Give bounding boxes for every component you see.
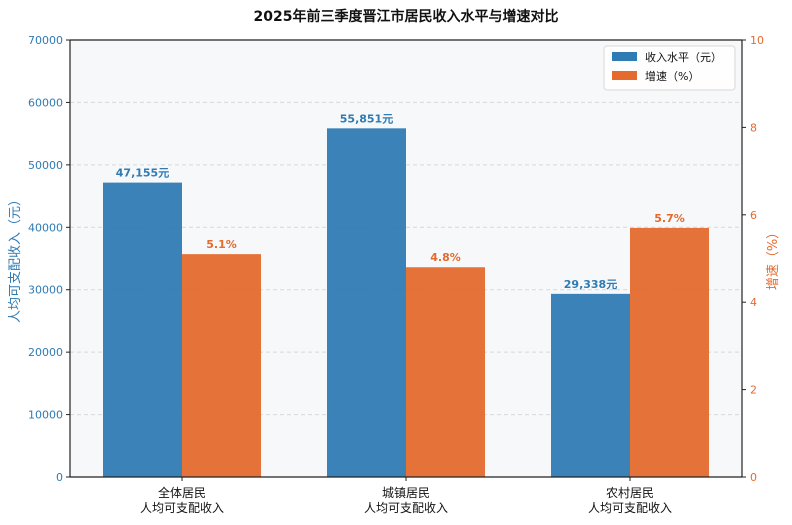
legend-label-growth: 增速（%） [645,69,699,83]
x-tick-label: 人均可支配收入 [140,501,224,515]
x-tick-label: 全体居民 [158,485,206,500]
y-left-tick-label: 0 [56,471,63,484]
data-label-growth: 5.1% [206,238,237,251]
y-left-tick-label: 60000 [28,96,63,109]
bar-income [327,128,406,477]
y-left-tick-label: 70000 [28,34,63,47]
y-right-tick-label: 4 [750,296,757,309]
data-label-growth: 5.7% [654,212,685,225]
bar-growth [630,227,709,477]
data-label-income: 29,338元 [564,278,617,291]
y-axis-right-label: 增速（%） [766,226,781,290]
x-tick-label: 城镇居民 [382,486,430,500]
y-left-tick-label: 20000 [28,346,63,359]
bar-growth [406,267,485,477]
y-right-tick-label: 6 [750,209,757,222]
legend-swatch-growth [612,71,637,80]
bars: 47,155元 5.1% 55,851元 4.8% 29,338元 5.7% [103,112,709,477]
bar-income [551,293,630,477]
bar-growth [182,254,261,477]
x-tick-label: 人均可支配收入 [364,501,448,515]
axes: 0 10000 20000 30000 40000 50000 60000 70000 0 2 4 6… [28,34,764,515]
y-right-tick-label: 8 [750,121,757,134]
y-left-tick-label: 40000 [28,221,63,234]
y-left-tick-label: 10000 [28,409,63,422]
y-left-tick-label: 50000 [28,159,63,172]
legend-label-income: 收入水平（元） [645,50,722,64]
chart-title: 2025年前三季度晋江市居民收入水平与增速对比 [254,8,559,25]
y-axis-left-label: 人均可支配收入（元） [8,193,23,323]
y-right-tick-label: 0 [750,471,757,484]
legend-swatch-income [612,52,637,61]
y-right-tick-label: 10 [750,34,764,47]
legend: 收入水平（元） 增速（%） [603,45,736,91]
y-right-tick-label: 2 [750,384,757,397]
bar-income [103,182,182,477]
y-left-tick-label: 30000 [28,284,63,297]
data-label-income: 47,155元 [116,167,169,180]
data-label-growth: 4.8% [430,251,461,264]
x-tick-label: 人均可支配收入 [588,501,672,515]
data-label-income: 55,851元 [340,112,393,125]
x-tick-label: 农村居民 [606,486,654,500]
